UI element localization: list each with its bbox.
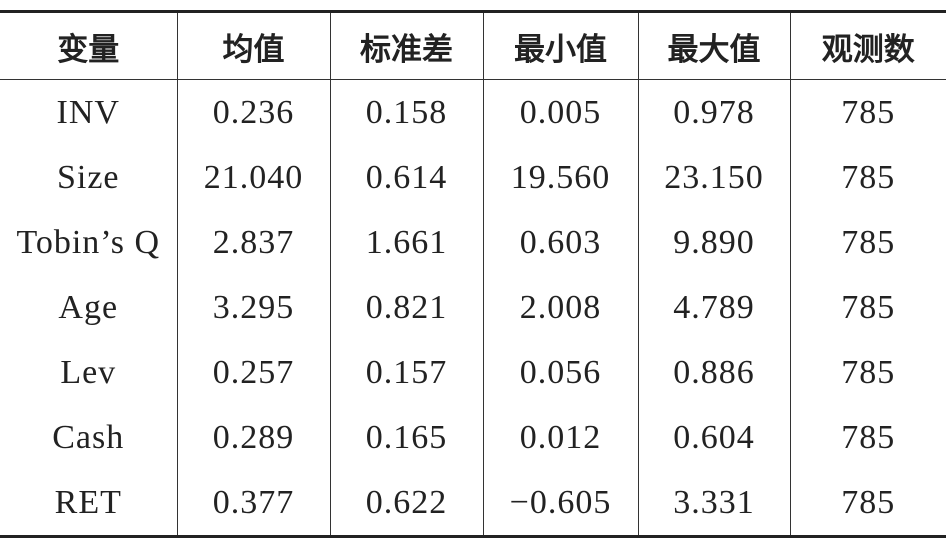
value-cell: 0.005	[482, 79, 638, 145]
value-cell: 2.837	[176, 210, 330, 275]
variable-cell: Size	[56, 158, 120, 196]
value-cell: 785	[789, 145, 946, 210]
value-cell: 785	[789, 79, 946, 145]
value-cell: 0.157	[329, 340, 483, 405]
value-cell: 0.257	[176, 340, 330, 405]
value-cell: 0.056	[482, 340, 638, 405]
value-cell: 0.165	[329, 405, 483, 470]
value-cell: 2.008	[482, 275, 638, 340]
table-row: Tobin’s Q 2.837 1.661 0.603 9.890 785	[0, 210, 946, 275]
value-cell: −0.605	[482, 470, 638, 537]
variable-cell: Tobin’s Q	[16, 223, 161, 261]
table-body: INV 0.236 0.158 0.005 0.978 785 Size 21.040 0.61…	[0, 79, 946, 537]
value-cell: 0.603	[482, 210, 638, 275]
value-cell: 4.789	[637, 275, 790, 340]
value-cell: 0.377	[176, 470, 330, 537]
table-row: Lev 0.257 0.157 0.056 0.886 785	[0, 340, 946, 405]
value-cell: 0.978	[637, 79, 790, 145]
value-cell: 0.622	[329, 470, 483, 537]
variable-cell: Age	[58, 288, 119, 326]
value-cell: 1.661	[329, 210, 483, 275]
value-cell: 785	[789, 470, 946, 537]
stats-table: 变量 均值 标准差 最小值 最大值 观测数 INV 0.236 0.158 0.005 0.978…	[0, 10, 946, 538]
table-row: RET 0.377 0.622 −0.605 3.331 785	[0, 470, 946, 537]
value-cell: 785	[789, 405, 946, 470]
value-cell: 21.040	[176, 145, 330, 210]
header-cell: 观测数	[789, 11, 946, 80]
value-cell: 0.236	[176, 79, 330, 145]
value-cell: 3.295	[176, 275, 330, 340]
header-cell: 标准差	[329, 11, 483, 80]
value-cell: 0.821	[329, 275, 483, 340]
table-row: Size 21.040 0.614 19.560 23.150 785	[0, 145, 946, 210]
value-cell: 9.890	[637, 210, 790, 275]
value-cell: 0.289	[176, 405, 330, 470]
value-cell: 3.331	[637, 470, 790, 537]
value-cell: 0.614	[329, 145, 483, 210]
table-row: Cash 0.289 0.165 0.012 0.604 785	[0, 405, 946, 470]
value-cell: 19.560	[482, 145, 638, 210]
header-cell: 均值	[176, 11, 330, 80]
variable-cell: INV	[56, 93, 120, 131]
value-cell: 0.886	[637, 340, 790, 405]
value-cell: 0.604	[637, 405, 790, 470]
value-cell: 785	[789, 275, 946, 340]
variable-cell: Cash	[52, 418, 125, 456]
value-cell: 23.150	[637, 145, 790, 210]
value-cell: 785	[789, 210, 946, 275]
table-row: Age 3.295 0.821 2.008 4.789 785	[0, 275, 946, 340]
value-cell: 0.158	[329, 79, 483, 145]
header-cell: 最大值	[637, 11, 790, 80]
table-row: INV 0.236 0.158 0.005 0.978 785	[0, 79, 946, 145]
header-cell: 最小值	[482, 11, 638, 80]
variable-cell: Lev	[60, 353, 117, 391]
value-cell: 0.012	[482, 405, 638, 470]
value-cell: 785	[789, 340, 946, 405]
variable-cell: RET	[54, 483, 122, 521]
header-cell: 变量	[0, 11, 177, 80]
header-row: 变量 均值 标准差 最小值 最大值 观测数	[0, 11, 946, 80]
